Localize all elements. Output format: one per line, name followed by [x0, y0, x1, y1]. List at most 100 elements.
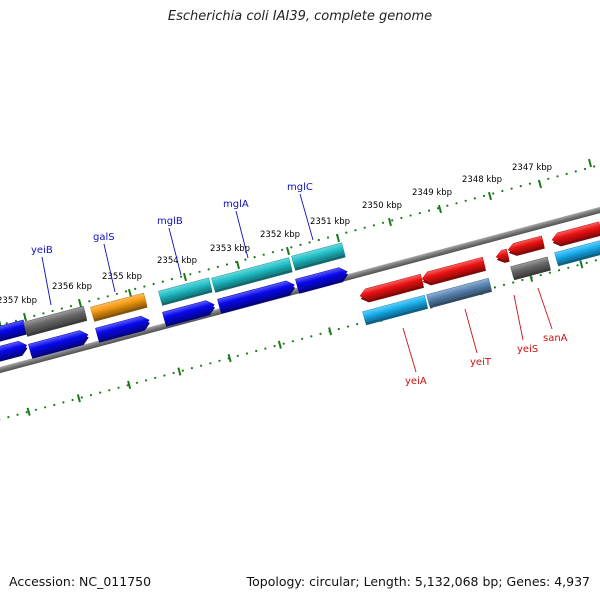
kbp-tick-label: 2352 kbp — [260, 230, 300, 240]
gene-box-upper — [158, 277, 213, 306]
gene-label-text: galS — [93, 232, 115, 243]
kbp-tick-mark — [286, 246, 290, 256]
tick-dot — [594, 259, 597, 262]
tick-dot — [170, 278, 173, 281]
gene-label-text: yeiT — [470, 357, 492, 368]
tick-dot — [117, 386, 120, 389]
gene-arrow-forward — [28, 330, 89, 359]
tick-dot — [225, 263, 229, 266]
gene-label-mglB: mglB — [157, 216, 183, 276]
tick-dot — [446, 204, 449, 207]
tick-dot — [391, 219, 394, 222]
gene-label-text: mglB — [157, 216, 183, 227]
tick-dot — [492, 192, 495, 195]
tick-dot — [16, 413, 19, 416]
kbp-tick-label: 2347 kbp — [512, 163, 552, 173]
tick-dot — [89, 394, 93, 397]
tick-dot — [5, 322, 8, 325]
gene-arrow-reverse — [507, 235, 545, 256]
tick-dot — [382, 221, 385, 224]
tick-dot — [253, 256, 256, 259]
lower-tick-mark — [277, 340, 282, 349]
tick-dot — [218, 359, 221, 362]
tick-dot — [528, 182, 532, 185]
kbp-tick-mark — [538, 179, 542, 189]
gene-arrow-forward — [162, 300, 216, 327]
tick-dot — [264, 347, 267, 350]
gene-arrow-reverse — [495, 248, 510, 263]
tick-dot — [88, 300, 91, 303]
gene-label-yeiA: yeiA — [402, 327, 427, 387]
tick-dot — [172, 371, 175, 375]
tick-dot — [134, 287, 137, 290]
tick-dot — [281, 248, 284, 251]
tick-dot — [547, 177, 550, 180]
tick-dot — [585, 261, 588, 264]
label-leader-line — [537, 287, 553, 330]
tick-dot — [200, 364, 203, 367]
tick-dot — [262, 253, 265, 256]
tick-dot — [198, 270, 201, 273]
tick-dot — [521, 278, 524, 282]
gene-box-upper — [23, 305, 88, 337]
gene-label-text: yeiB — [31, 245, 53, 256]
gene-box-lower — [426, 277, 493, 309]
kbp-tick-label: 2353 kbp — [210, 244, 250, 254]
tick-dot — [493, 286, 496, 289]
tick-dot — [455, 202, 458, 205]
tick-dot — [80, 396, 83, 399]
tick-dot — [319, 332, 322, 335]
gene-box-upper — [291, 242, 346, 271]
tick-dot — [181, 369, 184, 372]
gene-label-yeiT: yeiT — [464, 308, 492, 368]
tick-dot — [108, 389, 111, 392]
tick-dot — [42, 312, 45, 315]
tick-dot — [161, 280, 164, 283]
tick-dot — [69, 305, 73, 308]
tick-dot — [510, 187, 513, 190]
tick-dot — [154, 376, 157, 379]
tick-dot — [236, 354, 239, 357]
tick-dot — [44, 406, 47, 409]
tick-dot — [14, 319, 17, 322]
kbp-tick-mark — [488, 191, 492, 201]
tick-dot — [464, 199, 467, 202]
kbp-tick-mark — [236, 260, 240, 270]
lower-tick-mark — [579, 260, 584, 269]
tick-dot — [576, 264, 579, 267]
gene-label-mglC: mglC — [287, 182, 314, 241]
tick-dot — [163, 374, 166, 377]
tick-dot — [99, 391, 102, 394]
kbp-tick-label: 2351 kbp — [310, 217, 350, 227]
tick-dot — [190, 367, 193, 370]
gene-arrow-reverse — [421, 256, 487, 286]
tick-dot — [567, 266, 570, 269]
gene-label-galS: galS — [93, 232, 116, 293]
label-leader-line — [299, 193, 314, 241]
tick-dot — [548, 271, 552, 274]
gene-arrow-reverse — [359, 273, 425, 303]
kbp-tick-mark — [388, 217, 392, 227]
label-leader-line — [402, 327, 417, 373]
kbp-tick-mark — [128, 288, 132, 298]
tick-dot — [512, 281, 515, 284]
tick-dot — [124, 290, 128, 293]
tick-dot — [372, 224, 375, 227]
tick-dot — [53, 403, 56, 406]
tick-dot — [152, 282, 155, 286]
gene-arrow-forward — [95, 315, 150, 343]
tick-dot — [400, 216, 403, 220]
gene-label-text: mglA — [223, 199, 249, 210]
tick-dot — [291, 340, 294, 343]
gene-label-yeiS: yeiS — [513, 294, 538, 355]
tick-dot — [273, 345, 276, 348]
tick-dot — [255, 349, 258, 353]
tick-dot — [337, 327, 340, 331]
tick-dot — [7, 416, 10, 419]
tick-dot — [216, 265, 219, 268]
tick-dot — [271, 251, 274, 254]
kbp-ticks: 2347 kbp 2348 kbp 2349 kbp 2350 kbp 2351 kbp… — [0, 158, 592, 329]
gene-box-lower — [362, 294, 429, 326]
kbp-tick-mark — [23, 312, 27, 322]
tick-dot — [62, 401, 65, 404]
